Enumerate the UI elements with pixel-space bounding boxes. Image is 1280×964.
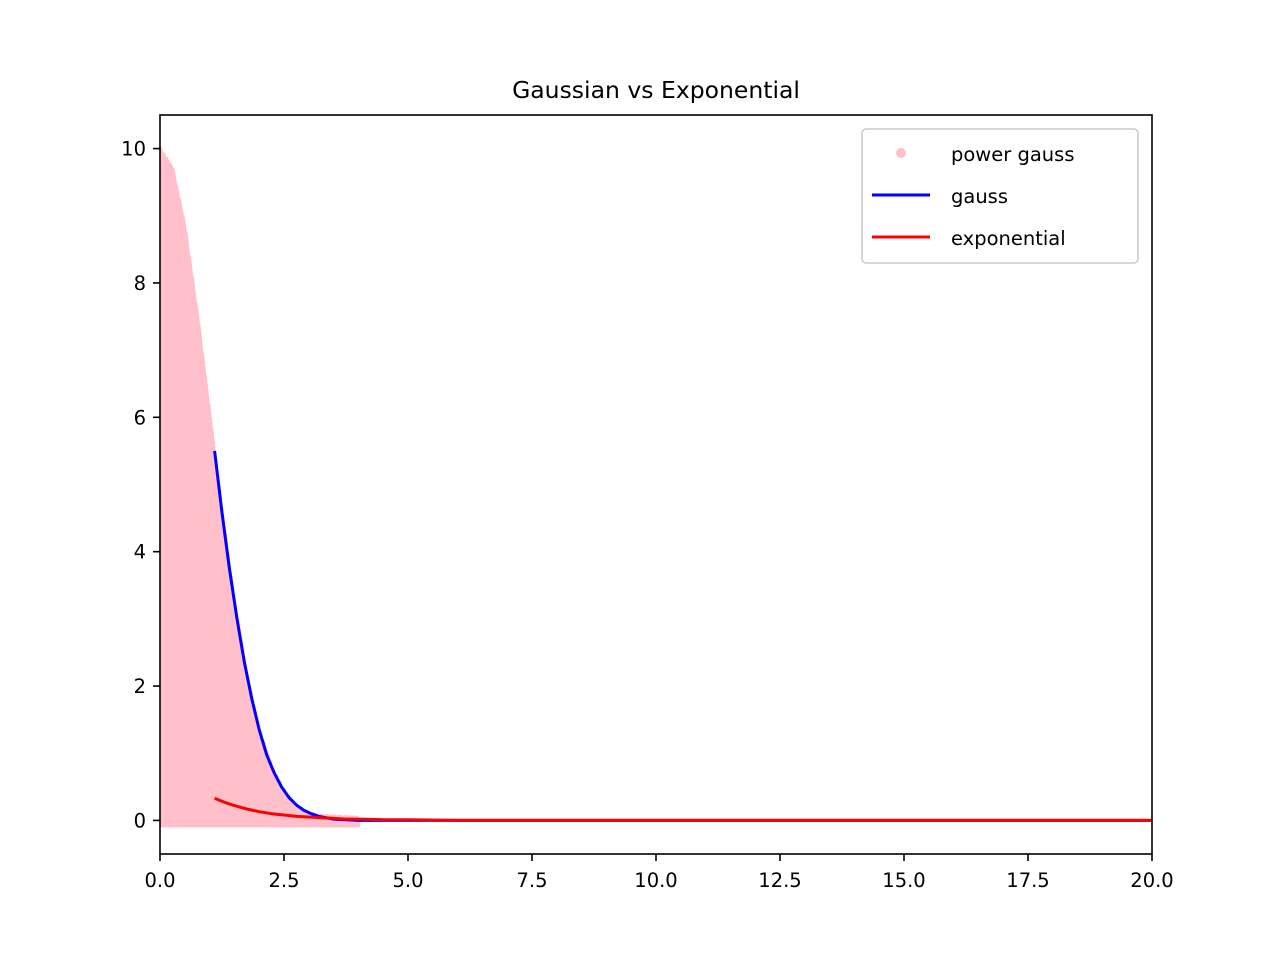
plot-area: [160, 147, 1152, 828]
legend: power gauss gauss exponential: [861, 128, 1139, 264]
x-tick-label: 10.0: [634, 869, 677, 892]
y-tick-label: 8: [134, 272, 146, 295]
x-tick-label: 12.5: [758, 869, 801, 892]
x-axis: 0.0 2.5 5.0 7.5 10.0 12.5 15.0 17.5 20.0: [144, 854, 1174, 892]
y-axis: 0 2 4 6 8 10: [121, 138, 160, 832]
y-tick-label: 0: [134, 809, 146, 832]
x-tick-label: 7.5: [516, 869, 547, 892]
y-tick-label: 10: [121, 138, 146, 161]
legend-box: [861, 128, 1139, 264]
x-tick-label: 0.0: [144, 869, 175, 892]
legend-marker-power-gauss: [896, 148, 906, 158]
line-series-layer: [213, 450, 1152, 822]
y-tick-label: 2: [134, 675, 146, 698]
x-tick-label: 5.0: [392, 869, 423, 892]
x-tick-label: 15.0: [882, 869, 925, 892]
chart-title: Gaussian vs Exponential: [512, 76, 800, 104]
y-tick-label: 6: [134, 406, 146, 429]
y-tick-label: 4: [134, 541, 146, 564]
legend-label: exponential: [951, 227, 1066, 250]
legend-label: gauss: [951, 185, 1008, 208]
x-tick-label: 2.5: [268, 869, 299, 892]
power-gauss-scatter: [160, 147, 361, 828]
legend-label: power gauss: [951, 143, 1074, 166]
x-tick-label: 20.0: [1130, 869, 1173, 892]
exponential-line: [214, 796, 1152, 822]
x-tick-label: 17.5: [1006, 869, 1049, 892]
